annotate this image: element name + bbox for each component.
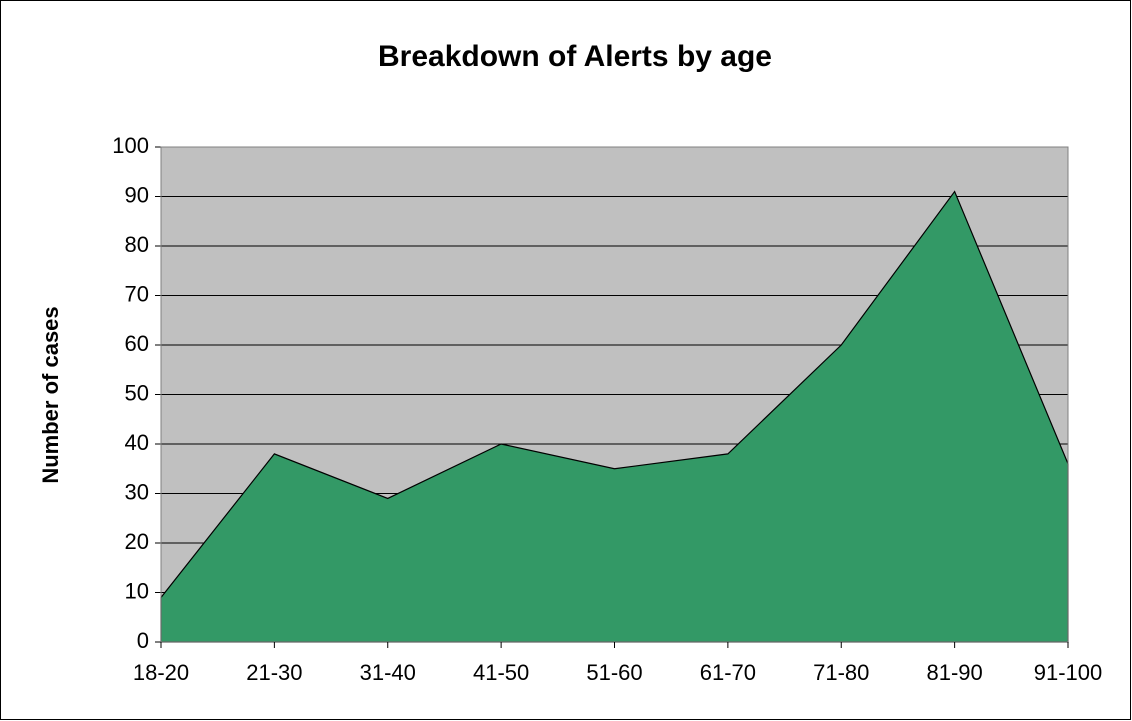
- x-tick-label: 61-70: [700, 660, 756, 685]
- x-tick-label: 91-100: [1034, 660, 1103, 685]
- y-tick-label: 20: [125, 529, 149, 554]
- x-tick-label: 51-60: [586, 660, 642, 685]
- y-tick-label: 0: [137, 628, 149, 653]
- y-tick-label: 10: [125, 578, 149, 603]
- chart-title: Breakdown of Alerts by age: [378, 40, 772, 73]
- y-tick-label: 60: [125, 331, 149, 356]
- x-tick-label: 81-90: [926, 660, 982, 685]
- y-tick-label: 100: [112, 133, 149, 158]
- x-tick-label: 71-80: [813, 660, 869, 685]
- x-tick-label: 41-50: [473, 660, 529, 685]
- y-tick-label: 50: [125, 380, 149, 405]
- y-tick-label: 90: [125, 182, 149, 207]
- x-tick-label: 31-40: [360, 660, 416, 685]
- x-tick-label: 21-30: [246, 660, 302, 685]
- y-tick-label: 30: [125, 479, 149, 504]
- x-tick-label: 18-20: [133, 660, 189, 685]
- y-tick-label: 80: [125, 232, 149, 257]
- y-tick-label: 70: [125, 281, 149, 306]
- y-axis-label: Number of cases: [38, 306, 63, 483]
- y-tick-label: 40: [125, 430, 149, 455]
